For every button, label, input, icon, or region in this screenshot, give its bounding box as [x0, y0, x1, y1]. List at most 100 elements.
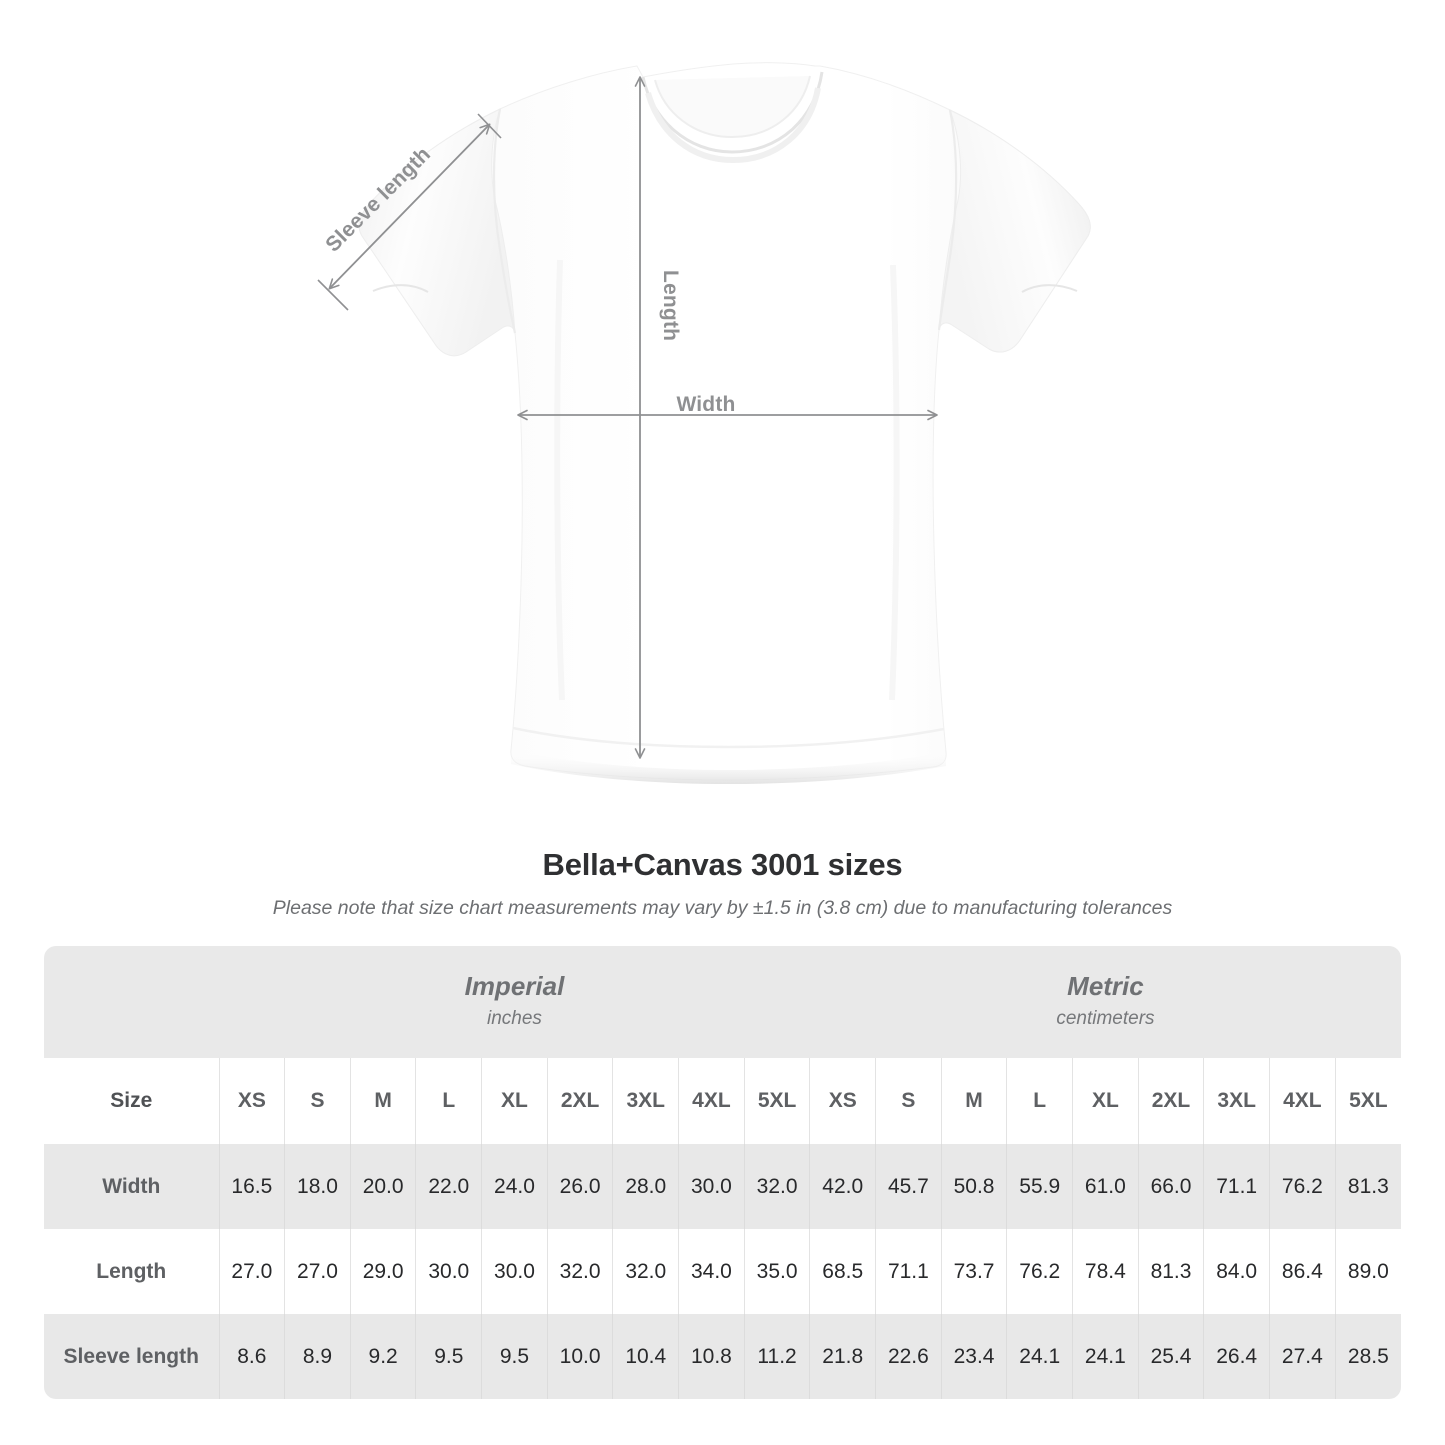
measurement-cell: 30.0 — [481, 1229, 548, 1314]
size-column-header: 4XL — [678, 1058, 745, 1144]
measurement-cell: 20.0 — [349, 1144, 416, 1229]
measurement-cell: 32.0 — [612, 1229, 679, 1314]
measurement-cell: 71.1 — [875, 1229, 942, 1314]
size-column-header: M — [940, 1058, 1007, 1144]
measurement-cell: 76.2 — [1269, 1144, 1336, 1229]
tolerance-note: Please note that size chart measurements… — [272, 897, 1173, 919]
page-title: Bella+Canvas 3001 sizes — [542, 847, 903, 882]
size-column-header: 4XL — [1269, 1058, 1336, 1144]
unit-group-name: Imperial — [464, 971, 565, 1001]
measurement-cell: 45.7 — [875, 1144, 942, 1229]
size-column-header: 5XL — [1334, 1058, 1401, 1144]
measurement-cell: 34.0 — [678, 1229, 745, 1314]
size-chart-table-container: Imperial inches Metric centimeters Size XS S M… — [44, 946, 1401, 1399]
unit-group-unit: inches — [486, 1008, 542, 1029]
measurement-cell: 78.4 — [1072, 1229, 1139, 1314]
size-column-header: XL — [1072, 1058, 1139, 1144]
size-column-header: XL — [481, 1058, 548, 1144]
body-fold-right — [889, 264, 900, 701]
measurement-cell: 81.3 — [1334, 1144, 1401, 1229]
tshirt-left-sleeve — [358, 108, 516, 357]
measurement-cell: 16.5 — [218, 1144, 285, 1229]
measurement-cell: 26.4 — [1203, 1314, 1270, 1399]
measurement-cell: 24.1 — [1072, 1314, 1139, 1399]
size-column-header: L — [1006, 1058, 1073, 1144]
measurement-cell: 8.6 — [218, 1314, 285, 1399]
measurement-cell: 61.0 — [1072, 1144, 1139, 1229]
measurement-cell: 27.0 — [284, 1229, 351, 1314]
unit-banner-spacer — [44, 946, 219, 1058]
measurement-cell: 68.5 — [809, 1229, 876, 1314]
tshirt-right-sleeve — [938, 109, 1091, 353]
measurement-cell: 71.1 — [1203, 1144, 1270, 1229]
table-row: Sleeve length 8.6 8.9 9.2 9.5 9.5 10.0 10.4 10.8… — [44, 1314, 1401, 1399]
measurement-cell: 66.0 — [1137, 1144, 1204, 1229]
tshirt-measurement-diagram: Length Width Sleeve length — [317, 62, 1091, 784]
measurement-cell: 8.9 — [284, 1314, 351, 1399]
measurement-cell: 24.0 — [481, 1144, 548, 1229]
sleeve-arrow-line — [328, 123, 491, 290]
measurement-cell: 10.4 — [612, 1314, 679, 1399]
row-label: Length — [44, 1229, 219, 1314]
measurement-cell: 42.0 — [809, 1144, 876, 1229]
measurement-cell: 24.1 — [1006, 1314, 1073, 1399]
size-header-row: Size XS S M L XL 2XL 3XL 4XL 5XL XS S M L XL 2XL 3XL 4XL 5… — [44, 1058, 1401, 1144]
sleeve-tick-bottom — [317, 279, 349, 311]
size-column-header: M — [349, 1058, 416, 1144]
sleeve-tick-top — [477, 113, 502, 139]
tshirt-collar-inner — [654, 75, 811, 139]
measurement-cell: 50.8 — [940, 1144, 1007, 1229]
measurement-cell: 23.4 — [940, 1314, 1007, 1399]
measurement-cell: 21.8 — [809, 1314, 876, 1399]
size-chart-table: Imperial inches Metric centimeters Size XS S M… — [44, 946, 1401, 1399]
unit-group-metric: Metric centimeters — [809, 946, 1401, 1058]
measurement-cell: 84.0 — [1203, 1229, 1270, 1314]
size-column-header: 5XL — [743, 1058, 810, 1144]
measurement-cell: 35.0 — [743, 1229, 810, 1314]
body-fold-left — [554, 259, 565, 701]
measurement-cell: 27.4 — [1269, 1314, 1336, 1399]
size-column-header: 2XL — [1137, 1058, 1204, 1144]
measurement-cell: 81.3 — [1137, 1229, 1204, 1314]
unit-banner-row: Imperial inches Metric centimeters — [44, 946, 1401, 1058]
measurement-cell: 73.7 — [940, 1229, 1007, 1314]
measurement-cell: 29.0 — [349, 1229, 416, 1314]
measurement-cell: 9.2 — [349, 1314, 416, 1399]
width-measurement: Width — [517, 393, 938, 421]
tshirt-bottom-hem — [511, 750, 946, 784]
width-label: Width — [676, 393, 735, 416]
measurement-cell: 25.4 — [1137, 1314, 1204, 1399]
table-row: Width 16.5 18.0 20.0 22.0 24.0 26.0 28.0 30.0 32.… — [44, 1144, 1401, 1229]
tshirt-collar-rib — [645, 87, 821, 164]
measurement-cell: 22.6 — [875, 1314, 942, 1399]
left-armhole-seam — [492, 108, 517, 334]
right-sleeve-hem — [1021, 284, 1078, 293]
size-chart-heading: Bella+Canvas 3001 sizes Please note that… — [0, 845, 1445, 921]
measurement-cell: 55.9 — [1006, 1144, 1073, 1229]
size-column-header: XS — [218, 1058, 285, 1144]
measurement-cell: 89.0 — [1334, 1229, 1401, 1314]
size-column-header: L — [415, 1058, 482, 1144]
measurement-cell: 26.0 — [546, 1144, 613, 1229]
unit-group-imperial: Imperial inches — [219, 946, 810, 1058]
right-armhole-seam — [937, 109, 958, 331]
measurement-cell: 32.0 — [743, 1144, 810, 1229]
measurement-cell: 10.8 — [678, 1314, 745, 1399]
measurement-cell: 27.0 — [218, 1229, 285, 1314]
measurement-cell: 22.0 — [415, 1144, 482, 1229]
row-label: Width — [44, 1144, 219, 1229]
measurement-cell: 76.2 — [1006, 1229, 1073, 1314]
size-column-header: S — [284, 1058, 351, 1144]
column-header-size: Size — [44, 1058, 219, 1144]
measurement-cell: 9.5 — [415, 1314, 482, 1399]
measurement-cell: 30.0 — [415, 1229, 482, 1314]
measurement-cell: 11.2 — [743, 1314, 810, 1399]
measurement-cell: 86.4 — [1269, 1229, 1336, 1314]
tshirt-hem-line — [512, 726, 945, 749]
size-column-header: XS — [809, 1058, 876, 1144]
unit-group-unit: centimeters — [1056, 1008, 1155, 1029]
unit-group-name: Metric — [1067, 971, 1144, 1001]
measurement-cell: 28.0 — [612, 1144, 679, 1229]
row-label: Sleeve length — [44, 1314, 219, 1399]
length-label: Length — [659, 270, 682, 341]
